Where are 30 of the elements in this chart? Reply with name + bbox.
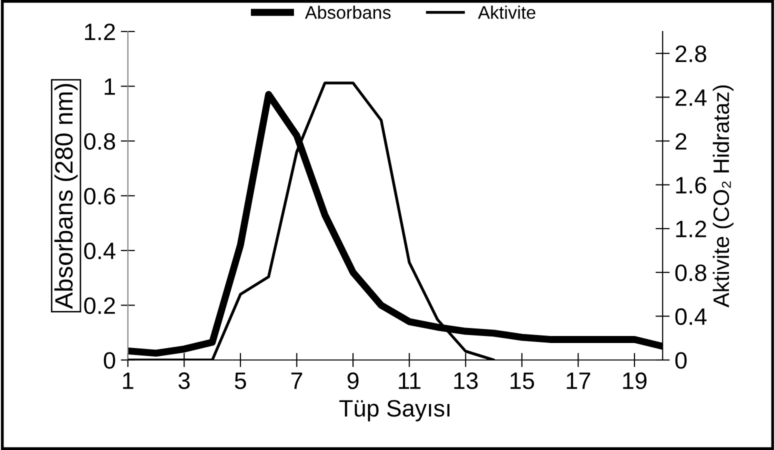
y2-tick-label: 2.8 bbox=[676, 45, 706, 62]
y2-tick-label: 1.6 bbox=[676, 176, 706, 194]
y-tick-label: 0.2 bbox=[84, 297, 115, 314]
y2-tick-label: 1.2 bbox=[676, 220, 706, 238]
x-tick-label: 17 bbox=[566, 372, 590, 389]
y-tick-label: 1 bbox=[104, 78, 115, 95]
x-tick-label: 1 bbox=[123, 372, 134, 389]
x-tick-label: 7 bbox=[291, 372, 302, 389]
y-tick-label: 0.6 bbox=[84, 188, 116, 205]
y-tick-label: 0.4 bbox=[84, 242, 116, 260]
x-tick-label: 19 bbox=[623, 372, 646, 390]
legend-label: Absorbans bbox=[304, 6, 391, 19]
x-tick-label: 11 bbox=[398, 372, 420, 389]
x-tick-label: 5 bbox=[234, 372, 246, 390]
x-axis-title: Tüp Sayısı bbox=[339, 400, 450, 422]
y-tick-label: 0.8 bbox=[84, 133, 116, 150]
y2-tick-label: 2 bbox=[676, 133, 686, 150]
legend-label: Aktivite bbox=[478, 6, 536, 19]
y-axis-title: Absorbans (280 nm) bbox=[54, 84, 78, 309]
y2-axis-title: Aktivite (CO₂ Hidrataz) bbox=[712, 85, 734, 308]
x-tick-label: 9 bbox=[348, 372, 358, 390]
x-tick-label: 3 bbox=[178, 372, 190, 390]
x-tick-label: 15 bbox=[510, 372, 534, 390]
x-tick-label: 13 bbox=[454, 372, 478, 390]
y2-tick-label: 0.4 bbox=[675, 308, 707, 325]
y-tick-label: 0 bbox=[104, 352, 116, 369]
y2-tick-label: 2.4 bbox=[676, 89, 707, 106]
y2-tick-label: 0.8 bbox=[675, 264, 706, 282]
y2-tick-label: 0 bbox=[675, 352, 687, 369]
y-tick-label: 1.2 bbox=[85, 24, 115, 40]
